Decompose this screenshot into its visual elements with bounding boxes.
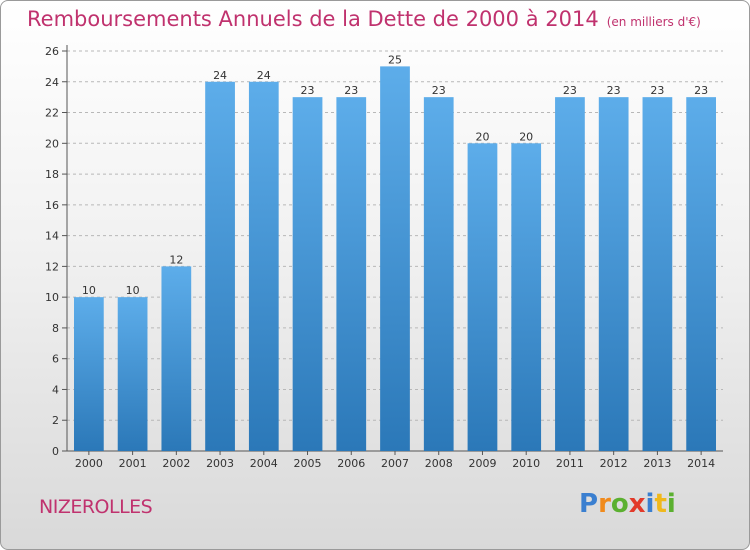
- y-tick-label: 12: [45, 260, 59, 273]
- chart-unit: (en milliers d'€): [606, 15, 701, 29]
- bar: [336, 97, 367, 452]
- data-label: 23: [301, 84, 315, 97]
- y-tick-label: 22: [45, 107, 59, 120]
- data-label: 23: [607, 84, 621, 97]
- y-tick-label: 24: [45, 76, 59, 89]
- data-labels: 10 10 12 24 24 23 23 25 23 20 20 23 23 23 23: [82, 53, 708, 297]
- bar: [642, 97, 673, 452]
- data-label: 24: [257, 69, 271, 82]
- logo-letter: x: [628, 489, 646, 519]
- logo-letter: P: [579, 489, 599, 519]
- bars: [73, 66, 717, 452]
- x-tick-label: 2010: [512, 457, 540, 470]
- y-tick-label: 2: [52, 414, 59, 427]
- x-tick-label: 2002: [162, 457, 190, 470]
- y-tick-label: 4: [52, 383, 59, 396]
- x-tick-label: 2013: [643, 457, 671, 470]
- data-label: 23: [563, 84, 577, 97]
- y-tick-label: 18: [45, 168, 59, 181]
- bar: [248, 81, 279, 452]
- data-label: 10: [82, 284, 96, 297]
- data-label: 12: [169, 253, 183, 266]
- bar: [380, 66, 410, 451]
- bar: [467, 143, 498, 452]
- data-label: 25: [388, 53, 402, 66]
- bar: [117, 297, 148, 451]
- data-label: 23: [650, 84, 664, 97]
- data-label: 23: [432, 84, 446, 97]
- proxiti-logo: Proxiti: [579, 489, 676, 519]
- data-label: 20: [475, 130, 489, 143]
- logo-letter: i: [666, 489, 676, 519]
- logo-letter: o: [610, 489, 629, 519]
- y-tick-label: 8: [52, 322, 59, 335]
- x-tick-label: 2012: [600, 457, 628, 470]
- data-label: 10: [126, 284, 140, 297]
- y-tick-label: 16: [45, 199, 59, 212]
- logo-letter: t: [654, 489, 667, 519]
- x-tick-label: 2008: [425, 457, 453, 470]
- y-tick-label: 20: [45, 137, 59, 150]
- y-tick-label: 26: [45, 45, 59, 58]
- x-tick-label: 2004: [250, 457, 278, 470]
- bar: [511, 143, 542, 452]
- chart-title-text: Remboursements Annuels de la Dette de 20…: [27, 7, 599, 31]
- data-label: 24: [213, 69, 227, 82]
- x-tick-label: 2014: [687, 457, 715, 470]
- commune-name: NIZEROLLES: [39, 496, 153, 518]
- data-label: 23: [694, 84, 708, 97]
- x-tick-label: 2001: [119, 457, 147, 470]
- bar: [292, 97, 323, 452]
- bar: [555, 97, 585, 452]
- y-tick-label: 10: [45, 291, 59, 304]
- bar: [73, 297, 104, 451]
- x-tick-label: 2011: [556, 457, 584, 470]
- x-tick-label: 2005: [294, 457, 322, 470]
- data-label: 23: [344, 84, 358, 97]
- y-tick-label: 14: [45, 230, 59, 243]
- x-tick-labels: 2000 2001 2002 2003 2004 2005 2006 2007 2008 2009…: [75, 457, 715, 470]
- bar: [686, 97, 717, 452]
- x-tick-label: 2009: [468, 457, 496, 470]
- bar: [205, 81, 235, 452]
- data-label: 20: [519, 130, 533, 143]
- x-tick-label: 2006: [337, 457, 365, 470]
- chart-title: Remboursements Annuels de la Dette de 20…: [27, 7, 701, 31]
- logo-letter: r: [598, 489, 611, 519]
- y-tick-label: 0: [52, 445, 59, 458]
- x-tick-label: 2000: [75, 457, 103, 470]
- x-tick-label: 2007: [381, 457, 409, 470]
- bar: [423, 97, 454, 452]
- bar: [161, 266, 192, 451]
- bar: [598, 97, 629, 452]
- y-tick-label: 6: [52, 353, 59, 366]
- x-tick-label: 2003: [206, 457, 234, 470]
- logo-letter: i: [645, 489, 655, 519]
